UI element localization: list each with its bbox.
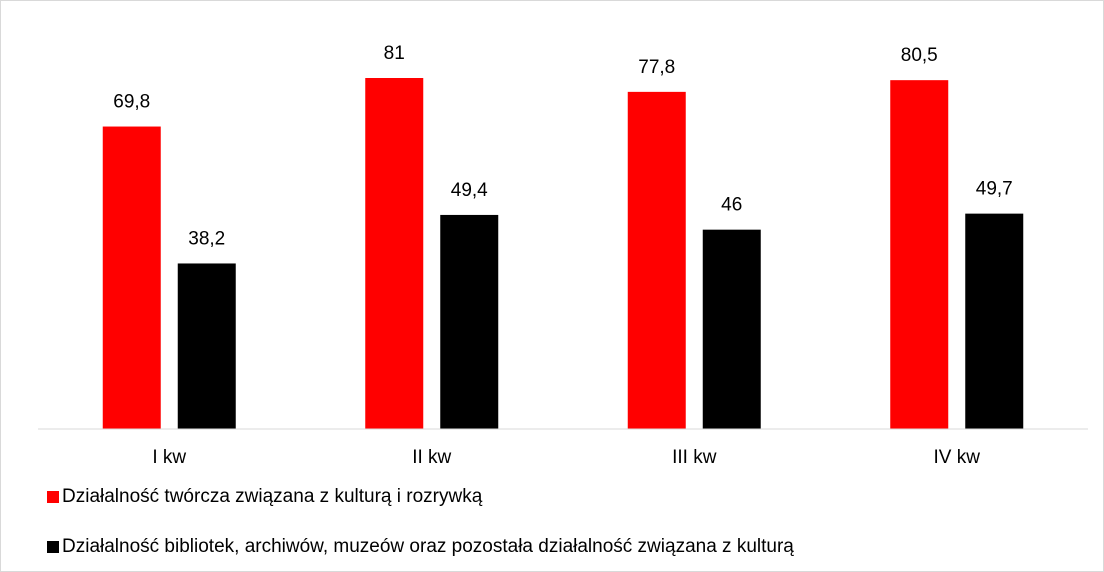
data-label: 49,7 xyxy=(976,179,1013,200)
bar xyxy=(702,229,761,429)
data-label: 69,8 xyxy=(113,92,150,113)
bar xyxy=(440,214,499,429)
legend-label: Działalność bibliotek, archiwów, muzeów … xyxy=(62,536,794,557)
bar xyxy=(102,126,161,430)
data-label: 81 xyxy=(384,43,405,64)
legend-swatch xyxy=(47,541,59,553)
bar xyxy=(965,213,1024,429)
data-label: 49,4 xyxy=(451,180,488,201)
x-tick-label: I kw xyxy=(152,447,186,468)
bar xyxy=(177,263,236,429)
data-label: 77,8 xyxy=(638,57,675,78)
data-label: 38,2 xyxy=(188,228,225,249)
data-label: 80,5 xyxy=(901,45,938,66)
bar xyxy=(890,80,949,430)
x-tick-label: II kw xyxy=(412,447,451,468)
legend-label: Działalność twórcza związana z kulturą i… xyxy=(62,486,483,507)
legend-swatch xyxy=(47,491,59,503)
x-tick-label: IV kw xyxy=(934,447,981,468)
bar xyxy=(365,78,424,429)
data-label: 46 xyxy=(721,195,742,216)
x-tick-label: III kw xyxy=(672,447,717,468)
bar xyxy=(627,91,686,429)
